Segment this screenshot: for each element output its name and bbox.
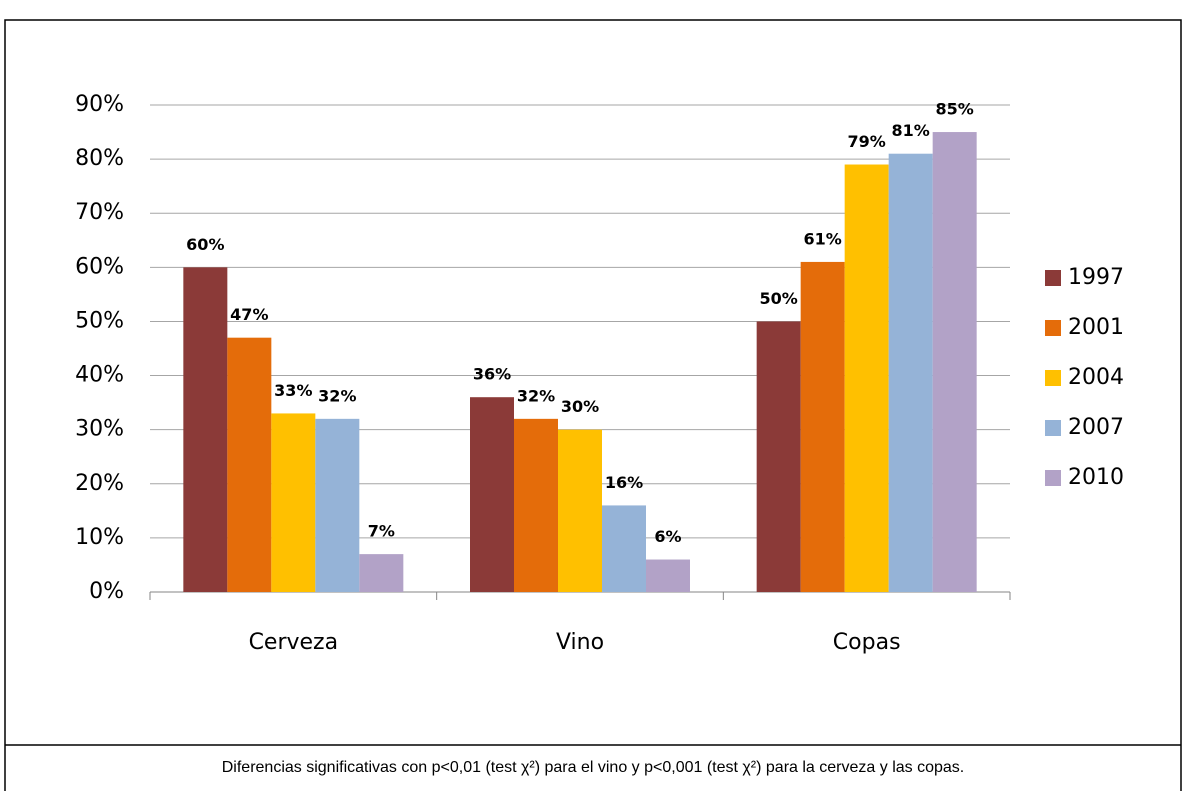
bar: [470, 397, 514, 592]
bar: [514, 418, 558, 592]
data-label: 6%: [654, 527, 681, 546]
data-label: 81%: [892, 121, 930, 140]
data-label: 33%: [274, 381, 312, 400]
bar: [315, 418, 360, 592]
y-tick-label: 70%: [75, 200, 124, 225]
annotation: Diferencias significativas con p<0,01 (t…: [222, 759, 964, 776]
y-tick-label: 80%: [75, 146, 124, 171]
y-tick-label: 30%: [75, 417, 124, 442]
legend-swatch: [1045, 320, 1061, 336]
x-tick-label: Copas: [833, 630, 901, 655]
bar: [756, 321, 801, 592]
legend-swatch: [1045, 370, 1061, 386]
data-label: 30%: [561, 397, 599, 416]
bar: [888, 153, 933, 592]
y-tick-label: 0%: [89, 579, 124, 604]
bar: [800, 261, 845, 592]
legend-swatch: [1045, 420, 1061, 436]
bar: [844, 164, 889, 592]
frame: [4, 19, 1182, 791]
bar: [183, 267, 228, 592]
y-tick-label: 60%: [75, 254, 124, 279]
bar: [602, 505, 646, 592]
data-label: 85%: [936, 100, 974, 119]
y-tick-label: 90%: [75, 92, 124, 117]
data-label: 36%: [473, 365, 511, 384]
legend-swatch: [1045, 470, 1061, 486]
y-tick-label: 50%: [75, 308, 124, 333]
x-tick-label: Cerveza: [249, 630, 339, 655]
data-label: 7%: [368, 522, 395, 541]
y-tick-label: 20%: [75, 471, 124, 496]
legend-label: 2010: [1068, 465, 1124, 490]
legend-label: 2004: [1068, 365, 1124, 390]
legend-swatch: [1045, 270, 1061, 286]
data-label: 50%: [760, 289, 798, 308]
bar: [359, 554, 404, 592]
data-label: 79%: [848, 132, 886, 151]
legend-label: 2007: [1068, 415, 1124, 440]
data-label: 60%: [186, 235, 224, 254]
data-label: 32%: [318, 386, 356, 405]
data-label: 32%: [517, 386, 555, 405]
bar: [227, 337, 272, 592]
bar: [271, 413, 316, 592]
bar: [646, 559, 690, 592]
legend-label: 1997: [1068, 265, 1124, 290]
bar: [932, 132, 977, 593]
data-label: 16%: [605, 473, 643, 492]
data-label: 47%: [230, 305, 268, 324]
bar: [558, 429, 602, 592]
legend-label: 2001: [1068, 315, 1124, 340]
y-tick-label: 10%: [75, 525, 124, 550]
x-tick-label: Vino: [556, 630, 604, 655]
data-label: 61%: [804, 229, 842, 248]
y-tick-label: 40%: [75, 363, 124, 388]
